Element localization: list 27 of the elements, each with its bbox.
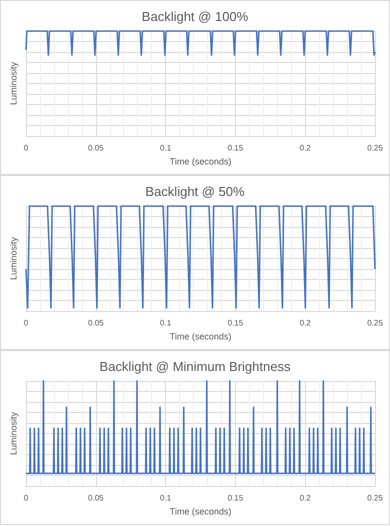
x-axis-title: Time (seconds) bbox=[170, 331, 232, 342]
x-tick-label: 0.1 bbox=[160, 144, 172, 152]
x-tick-label: 0.05 bbox=[88, 318, 104, 328]
chart-title: Backlight @ 50% bbox=[145, 184, 246, 199]
x-tick-label: 0.05 bbox=[88, 494, 104, 502]
x-tick-label: 0.2 bbox=[300, 144, 312, 152]
x-tick-label: 0.25 bbox=[367, 318, 384, 328]
x-axis-title: Time (seconds) bbox=[170, 156, 232, 166]
x-tick-label: 0.1 bbox=[160, 494, 172, 502]
x-tick-label: 0.15 bbox=[228, 144, 244, 152]
x-tick-label: 0.15 bbox=[228, 318, 244, 328]
x-tick-label: 0.2 bbox=[300, 494, 312, 502]
x-tick-label: 0 bbox=[24, 318, 29, 328]
x-tick-label: 0.1 bbox=[160, 318, 172, 328]
x-tick-label: 0.2 bbox=[300, 318, 312, 328]
x-tick-label: 0.25 bbox=[367, 144, 384, 152]
y-axis-title: Luminosity bbox=[8, 412, 18, 456]
x-tick-label: 0 bbox=[24, 494, 29, 502]
y-axis-title: Luminosity bbox=[8, 236, 18, 280]
x-tick-label: 0.15 bbox=[228, 494, 244, 502]
x-tick-label: 0.25 bbox=[367, 494, 384, 502]
x-tick-label: 0.05 bbox=[88, 144, 104, 152]
x-tick-label: 0 bbox=[24, 144, 29, 152]
chart-title: Backlight @ Minimum Brightness bbox=[100, 359, 291, 374]
chart-title: Backlight @ 100% bbox=[142, 9, 249, 24]
y-axis-title: Luminosity bbox=[8, 62, 18, 106]
x-axis-title: Time (seconds) bbox=[170, 506, 232, 516]
